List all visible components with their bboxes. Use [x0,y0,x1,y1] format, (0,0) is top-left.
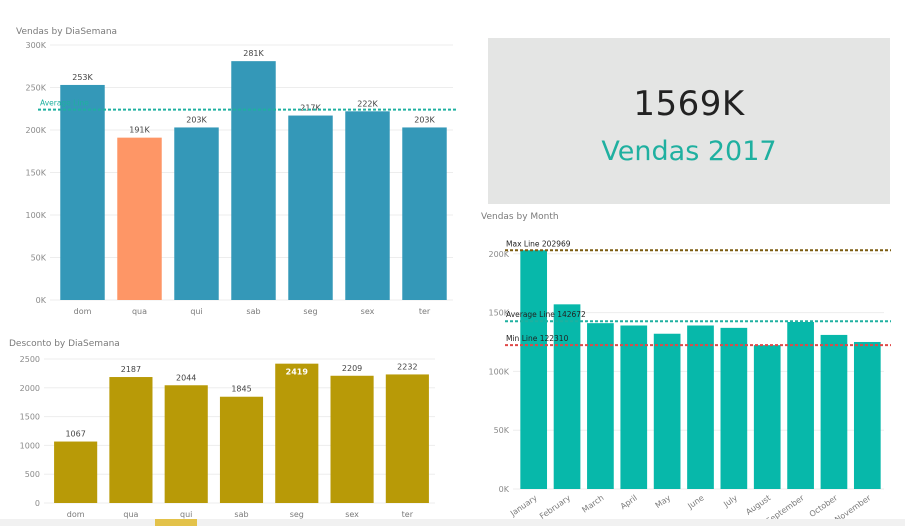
bar [402,127,447,300]
bar [174,127,219,300]
x-tick-label: seg [303,307,317,316]
y-tick-label: 200K [488,250,509,259]
x-tick-label: qui [190,307,202,316]
data-label: 203K [186,115,207,124]
bar [60,84,105,300]
x-tick-label: ter [419,307,431,316]
kpi-label: Vendas 2017 [601,136,777,167]
y-tick-label: 2000 [20,384,40,393]
x-tick-label: May [654,493,673,510]
data-label: 2209 [342,364,362,373]
x-tick-label: sex [361,307,375,316]
y-tick-label: 2500 [20,355,40,364]
bar [853,341,881,489]
weekday-discount-title: Desconto by DiaSemana [9,339,120,349]
x-tick-label: dom [67,510,85,519]
bar [620,325,648,489]
reference-line-label: Average Line [40,99,89,108]
x-tick-label: qua [132,307,147,316]
data-label: 1845 [231,385,251,394]
x-tick-label: February [538,493,572,521]
bar [787,321,814,489]
bar [587,323,614,489]
weekday-sales-chart[interactable]: Vendas by DiaSemana 0K 50K 100K 150K 200K 250… [16,27,466,327]
monthly-sales-chart[interactable]: Vendas by Month 0K 50K 100K 150K 200K January… [481,212,899,526]
kpi-card[interactable]: 1569K Vendas 2017 [488,38,890,204]
x-tick-label: sab [234,510,248,519]
data-label: 2187 [121,365,141,374]
bar [330,375,374,503]
x-tick-label: August [744,493,772,516]
page-tab-indicator[interactable] [155,519,197,526]
y-tick-label: 0K [499,485,510,494]
bar [520,250,548,489]
monthly-sales-plot: 0K 50K 100K 150K 200K January February March Apr… [488,239,891,526]
bar [553,304,581,489]
bar [275,363,319,503]
y-tick-label: 0 [35,499,40,508]
bar [687,325,714,489]
data-label: 203K [414,115,435,124]
weekday-discount-plot: 0 500 1000 1500 2000 2500 dom 1067 qua 2187 qui 204… [20,355,435,519]
bar [231,61,276,301]
data-label: 217K [300,104,321,113]
y-tick-label: 300K [25,41,46,50]
reference-line-label: Min Line 122310 [506,334,569,343]
bar [54,441,98,503]
bar [219,396,264,503]
y-tick-label: 200K [25,126,46,135]
bar [109,377,153,503]
data-label: 253K [72,73,93,82]
bar [345,111,390,300]
y-tick-label: 1000 [20,441,40,450]
weekday-sales-title: Vendas by DiaSemana [16,27,118,37]
x-tick-label: qui [180,510,192,519]
bar [385,374,429,503]
y-tick-label: 50K [31,254,47,263]
reference-line-label: Max Line 202969 [506,239,571,248]
y-tick-label: 0K [36,296,47,305]
x-tick-label: qua [123,510,138,519]
x-tick-label: dom [74,307,92,316]
x-tick-label: January [508,493,539,518]
data-label: 2044 [176,373,196,382]
bar [720,327,748,489]
bar [753,345,781,489]
kpi-value: 1569K [633,84,745,124]
weekday-discount-chart[interactable]: Desconto by DiaSemana 0 500 1000 1500 2000 25… [9,339,447,519]
x-tick-label: July [721,493,739,509]
y-tick-label: 100K [488,367,509,376]
x-tick-label: June [685,493,705,511]
data-label: 2232 [397,362,417,371]
bottom-scroll-strip[interactable] [0,519,905,526]
data-label: 1067 [65,430,85,439]
data-label: 222K [357,99,378,108]
y-tick-label: 150K [488,309,509,318]
x-tick-label: April [619,493,639,511]
x-tick-label: seg [290,510,304,519]
y-tick-label: 250K [25,84,46,93]
data-label: 281K [243,49,264,58]
x-tick-label: sab [246,307,260,316]
y-tick-label: 100K [25,211,46,220]
y-tick-label: 1500 [20,413,40,422]
data-label: 191K [129,126,150,135]
bar [288,115,333,300]
weekday-sales-plot: 0K 50K 100K 150K 200K 250K 300K dom 253K qua 191K q… [25,41,458,316]
y-tick-label: 50K [494,426,510,435]
data-label: 2419 [286,368,309,377]
bar [117,137,162,300]
y-tick-label: 500 [25,470,40,479]
y-tick-label: 150K [25,169,46,178]
reference-line-label: Average Line 142672 [506,310,586,319]
bar [164,385,208,503]
x-tick-label: March [580,493,605,514]
bar [653,333,681,489]
x-tick-label: sex [345,510,359,519]
monthly-sales-title: Vendas by Month [481,212,559,222]
bar [820,334,848,489]
x-tick-label: ter [402,510,414,519]
